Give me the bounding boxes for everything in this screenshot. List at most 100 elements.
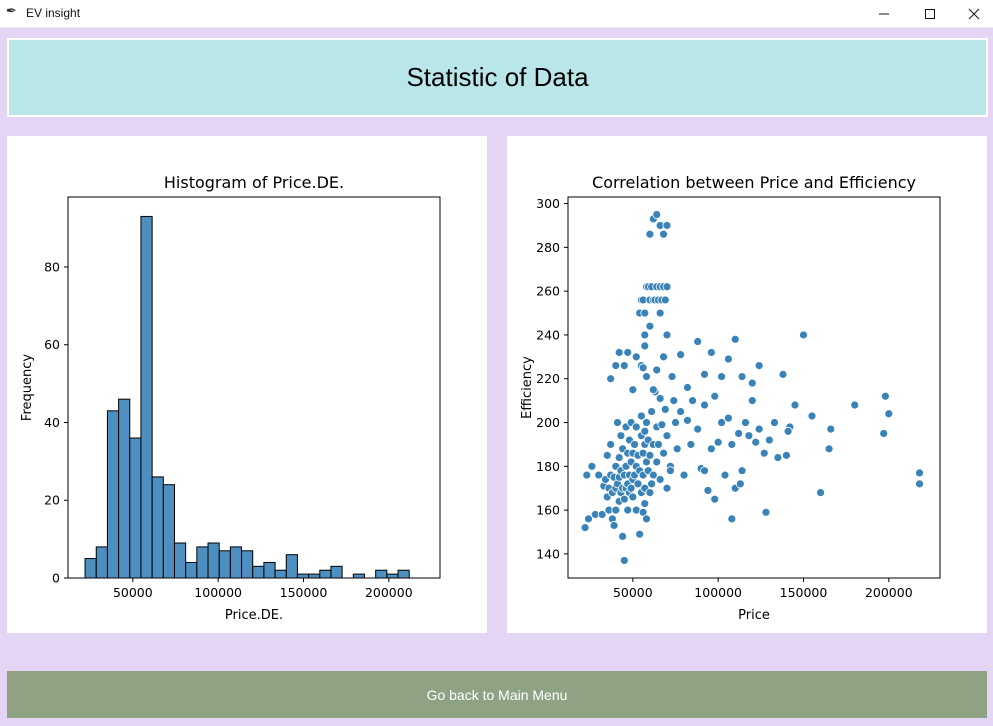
scatter-point (648, 385, 658, 395)
scatter-point (824, 444, 834, 454)
y-tick-label: 160 (536, 503, 560, 518)
scatter-point (703, 486, 713, 495)
scatter-point (735, 479, 745, 489)
histogram-bar (330, 565, 343, 579)
histogram-bar (118, 398, 131, 579)
scatter-point (783, 426, 793, 436)
histogram-panel: Histogram of Price.DE. Price.DE. Frequency… (7, 136, 487, 633)
x-tick-label: 150000 (280, 585, 328, 600)
minimize-icon[interactable] (861, 0, 907, 27)
scatter-point (660, 295, 670, 305)
histogram-bar (95, 546, 108, 579)
scatter-point (734, 429, 744, 438)
scatter-point (816, 488, 825, 498)
chart-title: Correlation between Price and Efficiency (592, 173, 916, 192)
scatter-point (645, 488, 655, 498)
scatter-point (631, 422, 641, 432)
scatter-point (614, 348, 624, 357)
y-tick-label: 260 (536, 284, 560, 299)
scatter-point (688, 396, 697, 406)
scatter-point (747, 396, 757, 406)
histogram-bar (252, 565, 265, 579)
scatter-point (686, 440, 696, 449)
y-tick-label: 240 (536, 327, 560, 342)
scatter-point (672, 444, 682, 454)
scatter-point (751, 437, 761, 447)
scatter-point (826, 424, 836, 434)
close-icon[interactable] (951, 0, 993, 27)
scatter-point (613, 418, 622, 427)
scatter-point (710, 494, 720, 504)
scatter-point (659, 229, 668, 239)
scatter-point (611, 505, 621, 515)
scatter-point (683, 415, 692, 425)
scatter-point (706, 444, 716, 454)
histogram-bar (218, 550, 231, 579)
scatter-point (606, 374, 616, 384)
scatter-point (606, 440, 616, 449)
scatter-point (660, 404, 670, 414)
y-tick-label: 200 (536, 415, 560, 430)
scatter-point (744, 431, 754, 441)
scatter-point (652, 365, 662, 375)
x-tick-label: 50000 (613, 585, 653, 600)
scatter-point (759, 448, 769, 458)
scatter-point (628, 385, 638, 395)
scatter-point (700, 400, 709, 410)
x-axis-label: Price.DE. (225, 608, 283, 623)
scatter-point (655, 308, 665, 318)
histogram-bar (263, 561, 276, 579)
scatter-point (623, 505, 633, 515)
scatter-point (717, 418, 726, 427)
scatter-point (850, 400, 860, 410)
scatter-point (640, 330, 650, 340)
x-tick-label: 200000 (865, 585, 913, 600)
scatter-point (693, 337, 703, 346)
scatter-panel: Correlation between Price and Efficiency… (507, 136, 987, 633)
scatter-point (773, 453, 783, 462)
scatter-point (652, 457, 662, 467)
scatter-point (884, 409, 894, 419)
scatter-point (713, 437, 723, 447)
maximize-icon[interactable] (907, 0, 953, 27)
scatter-point (602, 450, 612, 460)
y-tick-label: 220 (536, 371, 560, 386)
scatter-point (619, 556, 629, 565)
scatter-point (724, 413, 733, 423)
scatter-point (710, 391, 720, 401)
scatter-point (737, 466, 747, 476)
scatter-point (700, 369, 709, 379)
back-to-main-menu-button[interactable]: Go back to Main Menu (7, 671, 987, 718)
histogram-bar (352, 573, 365, 579)
scatter-point (700, 466, 709, 476)
scatter-point (727, 440, 737, 449)
x-tick-label: 50000 (113, 585, 153, 600)
x-tick-label: 200000 (365, 585, 413, 600)
scatter-point (770, 418, 779, 427)
scatter-point (616, 431, 626, 441)
scatter-point (580, 523, 590, 533)
scatter-point (645, 229, 655, 239)
scatter-point (730, 334, 740, 344)
x-tick-label: 100000 (694, 585, 742, 600)
scatter-point (628, 492, 638, 502)
histogram-bar (397, 569, 410, 579)
histogram-bar (386, 573, 399, 579)
scatter-point (635, 529, 645, 539)
window-title: EV insight (26, 6, 81, 20)
scatter-point (584, 514, 593, 524)
y-tick-label: 20 (44, 493, 60, 508)
scatter-point (582, 470, 592, 480)
scatter-point (647, 479, 657, 489)
y-axis-label: Efficiency (520, 356, 535, 419)
scatter-point (782, 450, 791, 460)
histogram-bar (274, 569, 287, 579)
scatter-point (640, 426, 650, 436)
scatter-point (754, 361, 764, 371)
scatter-point (642, 418, 651, 427)
plot-frame (567, 196, 941, 579)
scatter-point (761, 507, 771, 517)
scatter-point (630, 440, 639, 449)
scatter-point (727, 514, 737, 524)
scatter-point (609, 521, 619, 530)
